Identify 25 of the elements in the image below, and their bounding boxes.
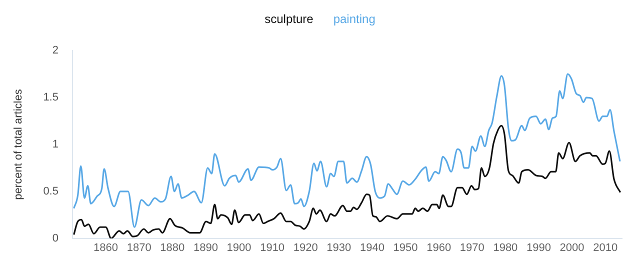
x-tick-label: 1880 [160, 242, 185, 254]
x-tick-label: 1910 [260, 242, 285, 254]
x-tick-label: 1960 [426, 242, 452, 254]
x-tick-label: 1890 [193, 242, 218, 254]
x-tick-label: 1930 [326, 242, 352, 254]
x-tick-label: 1940 [360, 242, 384, 254]
x-tick-label: 1980 [493, 242, 518, 254]
x-tick-label: 1970 [460, 242, 484, 254]
line-series [73, 73, 621, 228]
y-tick-label: 1.5 [43, 92, 58, 104]
text: painting [333, 12, 376, 26]
x-tick-label: 1870 [126, 242, 152, 254]
x-tick-label: 1920 [293, 242, 318, 254]
x-tick-label: 1860 [94, 242, 118, 254]
y-tick-label: 2 [52, 44, 58, 57]
x-tick-label: 2000 [560, 242, 584, 254]
text: sculpture [264, 12, 314, 26]
y-tick-label: 0 [52, 232, 58, 244]
x-tick-label: 1900 [226, 242, 252, 254]
y-tick-label: 1 [52, 138, 58, 151]
x-tick-label: 1950 [393, 242, 418, 254]
y-axis-title: percent of total articles [12, 88, 25, 200]
x-tick-label: 2010 [593, 242, 618, 254]
x-tick-label: 1990 [526, 242, 551, 254]
y-tick-label: 0.5 [43, 185, 58, 198]
